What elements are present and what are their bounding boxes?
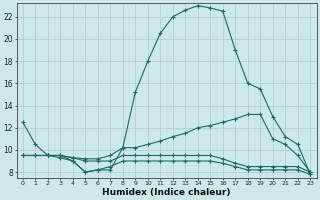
X-axis label: Humidex (Indice chaleur): Humidex (Indice chaleur)	[102, 188, 231, 197]
